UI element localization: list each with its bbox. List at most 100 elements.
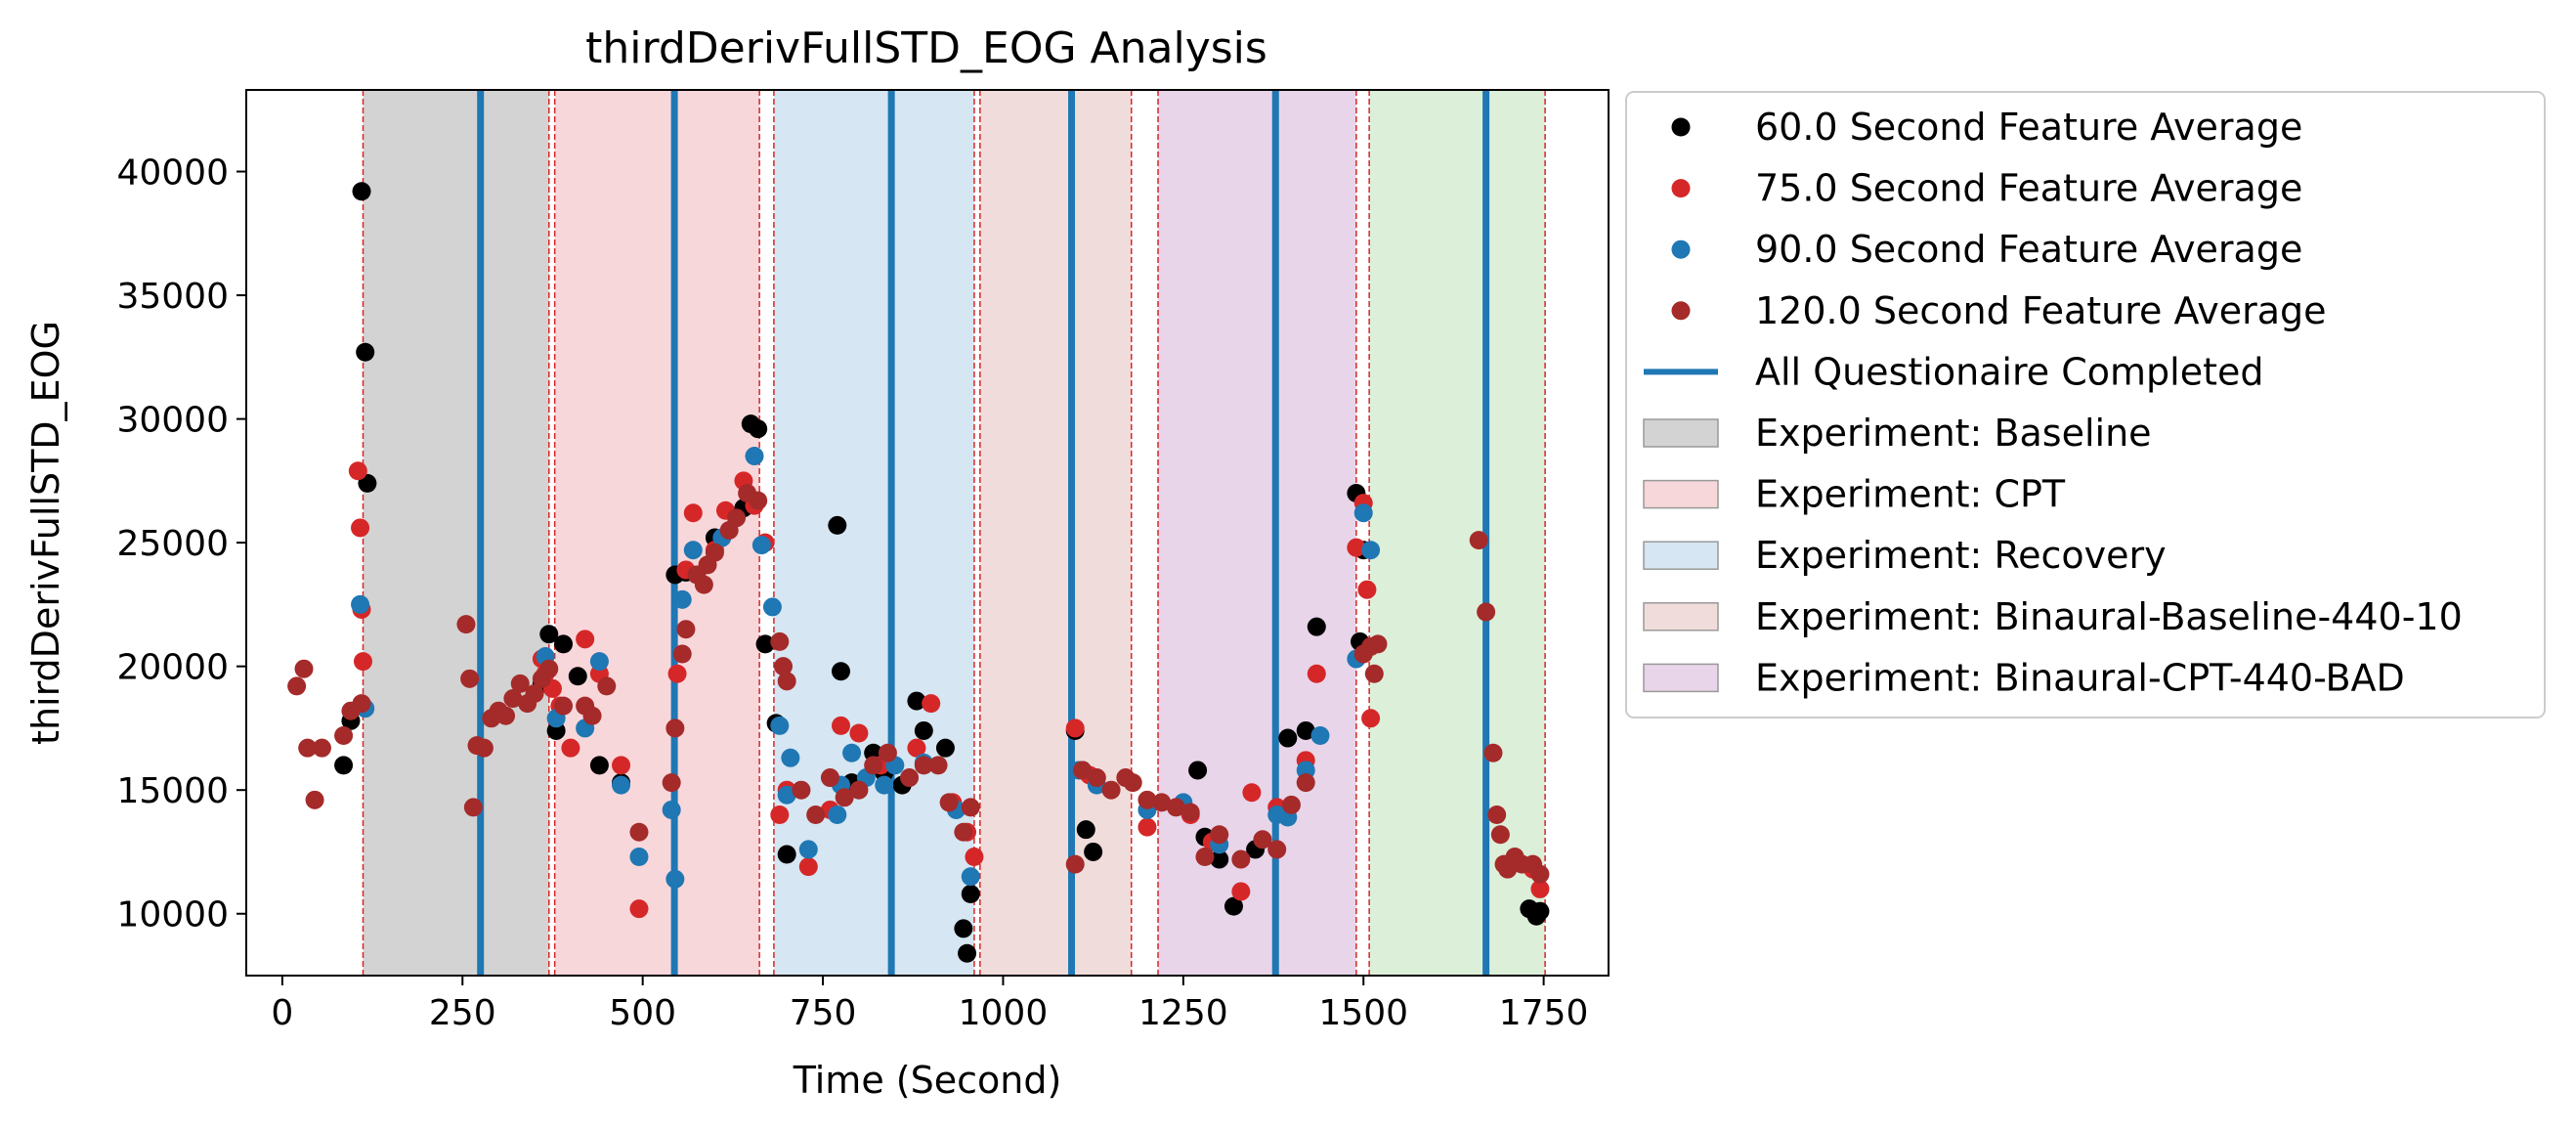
data-point-s3-50 [914, 756, 933, 775]
data-point-s3-29 [672, 644, 692, 664]
legend-label-6: Experiment: CPT [1755, 473, 2066, 516]
data-point-s1-8 [561, 738, 580, 758]
data-point-s0-29 [935, 738, 955, 758]
data-point-s0-2 [352, 182, 371, 201]
x-tick-label-0: 0 [271, 993, 293, 1033]
data-point-s1-42 [1307, 664, 1326, 683]
data-point-s1-0 [348, 461, 367, 481]
phase-band-4 [1158, 90, 1356, 976]
data-point-s2-11 [683, 541, 703, 560]
phase-layer [363, 90, 1546, 976]
data-point-s1-13 [667, 664, 687, 683]
data-point-s1-25 [831, 716, 850, 735]
x-tick-label-1: 250 [429, 993, 496, 1033]
data-point-s1-12 [629, 899, 649, 919]
data-point-s3-80 [1490, 825, 1510, 845]
data-point-s0-17 [749, 419, 768, 439]
legend-patch-9 [1643, 663, 1719, 693]
data-point-s3-79 [1487, 805, 1507, 825]
legend-marker-2 [1671, 239, 1691, 259]
y-tick-label-3: 25000 [116, 524, 229, 564]
data-point-s3-34 [705, 543, 724, 562]
legend-marker-1 [1671, 179, 1691, 198]
data-point-s3-9 [460, 669, 480, 688]
data-point-s3-39 [770, 631, 790, 651]
data-point-s3-63 [1166, 798, 1185, 817]
legend: 60.0 Second Feature Average 75.0 Second F… [1625, 91, 2546, 718]
data-point-s1-28 [907, 738, 926, 758]
data-point-s3-25 [597, 676, 617, 696]
data-point-s3-30 [676, 620, 696, 639]
data-point-s2-14 [751, 536, 771, 555]
x-tick-label-5: 1250 [1138, 993, 1228, 1033]
questionnaire-line-layer [477, 90, 1490, 976]
data-point-s3-66 [1210, 825, 1229, 845]
data-point-s1-35 [1138, 817, 1157, 837]
data-point-s2-40 [1361, 541, 1381, 560]
data-point-s1-45 [1357, 580, 1377, 599]
y-tick-label-1: 15000 [116, 771, 229, 811]
data-point-s0-8 [554, 634, 574, 654]
x-tick-label-4: 1000 [959, 993, 1049, 1033]
legend-label-7: Experiment: Recovery [1755, 534, 2167, 577]
data-point-s3-5 [334, 726, 354, 746]
data-point-s0-0 [334, 756, 354, 775]
data-point-s3-78 [1483, 743, 1503, 762]
data-point-s2-24 [875, 775, 894, 795]
data-point-s3-12 [474, 738, 494, 758]
y-tick-label-6: 40000 [116, 153, 229, 194]
point-layer [287, 182, 1550, 963]
data-point-s3-44 [820, 768, 839, 788]
data-point-s3-68 [1253, 830, 1272, 849]
x-tick-label-3: 750 [790, 993, 857, 1033]
data-point-s3-36 [727, 508, 747, 528]
y-tick-label-4: 30000 [116, 401, 229, 441]
data-point-s0-32 [961, 884, 980, 903]
data-point-s2-28 [961, 867, 980, 887]
data-point-s1-46 [1361, 709, 1381, 728]
data-point-s2-10 [672, 589, 692, 609]
data-point-s3-48 [878, 743, 897, 762]
legend-label-5: Experiment: Baseline [1755, 412, 2152, 455]
legend-frame [1625, 91, 2546, 718]
y-tick-label-5: 35000 [116, 277, 229, 317]
data-point-s3-0 [287, 676, 307, 696]
phase-band-5 [1369, 90, 1546, 976]
plot-frame [245, 89, 1610, 977]
x-tick-label-6: 1500 [1318, 993, 1408, 1033]
legend-label-4: All Questionaire Completed [1755, 350, 2264, 393]
data-point-s0-44 [1307, 617, 1326, 636]
legend-label-8: Experiment: Binaural-Baseline-440-10 [1755, 595, 2463, 638]
data-point-s3-27 [662, 773, 681, 793]
data-point-s0-6 [539, 625, 559, 644]
data-point-s3-86 [1530, 864, 1550, 884]
data-point-s0-20 [777, 845, 796, 864]
x-tick-label-2: 500 [609, 993, 676, 1033]
data-point-s3-51 [928, 756, 948, 775]
data-point-s2-17 [777, 785, 796, 805]
data-point-s0-22 [831, 662, 850, 681]
data-point-s3-62 [1152, 793, 1172, 812]
data-point-s3-40 [773, 657, 793, 676]
chart-title: thirdDerivFullSTD_EOG Analysis [585, 23, 1267, 73]
data-point-s0-3 [356, 342, 375, 362]
data-point-s3-52 [939, 793, 959, 812]
legend-marker-0 [1671, 117, 1691, 137]
data-point-s0-31 [958, 943, 977, 963]
data-point-s3-47 [864, 756, 883, 775]
data-point-s3-7 [352, 694, 371, 714]
y-axis-label: thirdDerivFullSTD_EOG [24, 321, 67, 745]
data-point-s2-16 [770, 716, 790, 735]
data-point-s2-9 [665, 869, 685, 889]
legend-label-3: 120.0 Second Feature Average [1755, 289, 2327, 332]
data-point-s3-61 [1138, 790, 1157, 809]
data-point-s1-48 [1530, 879, 1550, 898]
data-point-s1-43 [1347, 538, 1366, 557]
data-point-s2-37 [1310, 726, 1330, 746]
data-point-s3-2 [298, 738, 318, 758]
data-point-s2-13 [745, 447, 764, 466]
plot-area [245, 89, 1610, 977]
data-point-s3-45 [835, 788, 854, 807]
phase-band-2 [773, 90, 974, 976]
data-point-s3-69 [1267, 840, 1287, 859]
